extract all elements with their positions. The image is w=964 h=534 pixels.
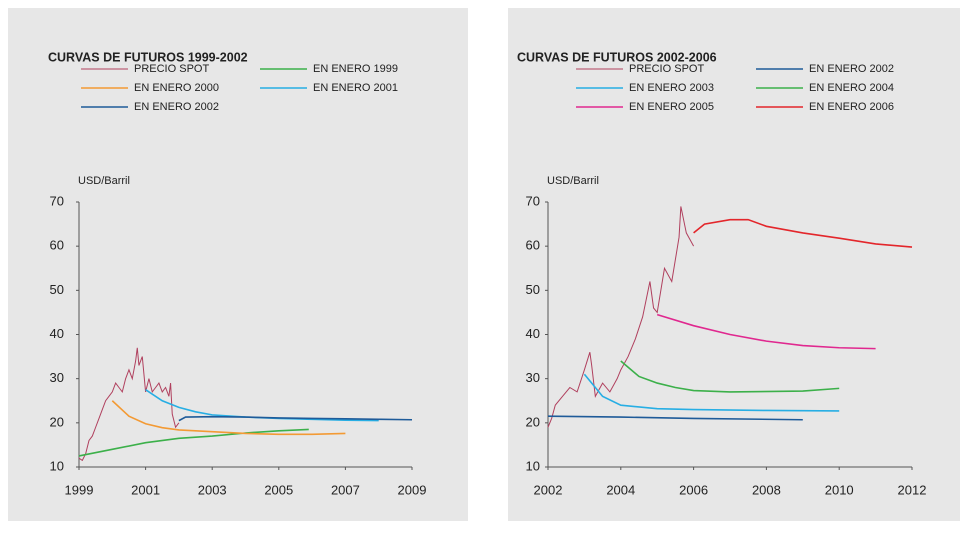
legend-label: EN ENERO 2004 [809, 82, 894, 94]
x-tick-label: 2012 [898, 482, 927, 497]
series-line [656, 313, 876, 350]
legend-label: EN ENERO 1999 [313, 63, 398, 75]
x-tick-label: 2009 [398, 482, 427, 497]
legend-label: EN ENERO 2000 [134, 82, 219, 94]
x-tick-label: 2007 [331, 482, 360, 497]
series-line [145, 389, 379, 422]
legend-label: PRECIO SPOT [629, 63, 704, 75]
x-tick-label: 2003 [198, 482, 227, 497]
legend-label: EN ENERO 2002 [809, 63, 894, 75]
series-line [78, 428, 309, 457]
y-tick-label: 20 [526, 414, 540, 429]
series-line [547, 206, 695, 428]
legend-label: EN ENERO 2001 [313, 82, 398, 94]
series-line [693, 218, 913, 248]
x-tick-label: 2008 [752, 482, 781, 497]
x-tick-label: 2005 [264, 482, 293, 497]
y-tick-label: 30 [526, 370, 540, 385]
y-tick-label: 10 [50, 458, 64, 473]
y-tick-label: 40 [50, 326, 64, 341]
chart-title: CURVAS DE FUTUROS 1999-2002 [48, 50, 248, 64]
y-tick-label: 70 [526, 193, 540, 208]
legend-label: EN ENERO 2005 [629, 101, 714, 113]
y-tick-label: 50 [50, 282, 64, 297]
legend-label: EN ENERO 2006 [809, 101, 894, 113]
panel [508, 8, 960, 521]
y-tick-label: 10 [526, 458, 540, 473]
x-tick-label: 1999 [65, 482, 94, 497]
x-tick-label: 2006 [679, 482, 708, 497]
series-line [620, 360, 840, 393]
y-tick-label: 30 [50, 370, 64, 385]
legend-label: PRECIO SPOT [134, 63, 209, 75]
x-tick-label: 2002 [534, 482, 563, 497]
x-tick-label: 2001 [131, 482, 160, 497]
y-tick-label: 40 [526, 326, 540, 341]
series-line [583, 373, 840, 412]
legend-label: EN ENERO 2003 [629, 82, 714, 94]
y-tick-label: 60 [50, 238, 64, 253]
y-axis-label: USD/Barril [547, 175, 599, 187]
series-line [547, 415, 803, 421]
x-tick-label: 2010 [825, 482, 854, 497]
series-line [178, 415, 413, 422]
y-tick-label: 50 [526, 282, 540, 297]
x-tick-label: 2004 [606, 482, 635, 497]
panel [8, 8, 468, 521]
y-tick-label: 20 [50, 414, 64, 429]
y-tick-label: 70 [50, 193, 64, 208]
chart-title: CURVAS DE FUTUROS 2002-2006 [517, 50, 717, 64]
y-axis-label: USD/Barril [78, 175, 130, 187]
series-line [78, 347, 180, 462]
series-line [111, 400, 346, 436]
y-tick-label: 60 [526, 238, 540, 253]
legend-label: EN ENERO 2002 [134, 101, 219, 113]
